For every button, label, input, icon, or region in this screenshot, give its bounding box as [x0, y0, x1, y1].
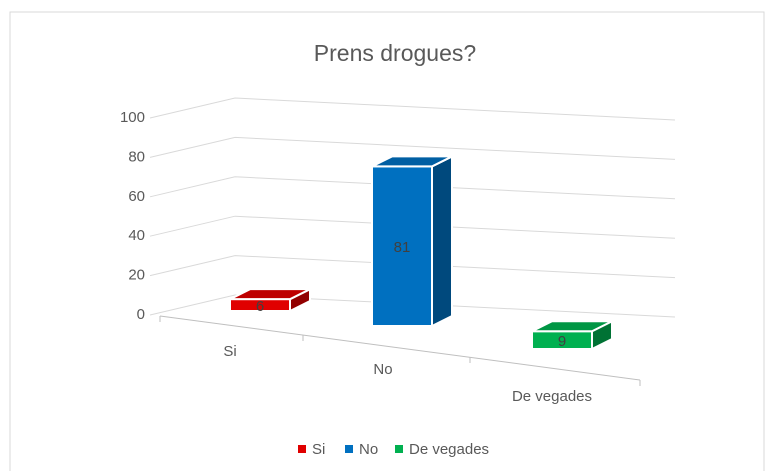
data-label: 81 [394, 239, 411, 256]
grid-line [149, 97, 676, 121]
bar-top [229, 288, 311, 301]
grid-line [149, 294, 676, 318]
grid-line [149, 255, 676, 279]
data-label: 9 [558, 333, 566, 350]
bar-top [531, 320, 613, 333]
bar [229, 287, 311, 313]
legend-label: De vegades [409, 441, 489, 458]
bar [531, 319, 613, 351]
legend-swatch [395, 445, 403, 453]
grid-line [149, 215, 676, 239]
legend-swatch [345, 445, 353, 453]
chart-title: Prens drogues? [314, 40, 476, 66]
x-tick-label: De vegades [512, 388, 592, 405]
y-tick-label: 100 [120, 109, 145, 126]
y-tick-label: 80 [128, 148, 145, 165]
y-tick-label: 40 [128, 227, 145, 244]
legend-label: Si [312, 441, 325, 458]
x-tick-label: No [373, 361, 392, 378]
x-axis [159, 315, 641, 381]
x-tick-label: Si [223, 343, 236, 360]
bar-top [371, 155, 453, 168]
y-tick-label: 60 [128, 188, 145, 205]
data-label: 6 [256, 298, 264, 315]
y-tick-label: 0 [137, 306, 145, 323]
grid-line [149, 176, 676, 200]
bar-side [431, 154, 453, 328]
y-tick-label: 20 [128, 267, 145, 284]
bar [371, 154, 453, 328]
grid-line [149, 136, 676, 160]
legend-label: No [359, 441, 378, 458]
legend-swatch [298, 445, 306, 453]
